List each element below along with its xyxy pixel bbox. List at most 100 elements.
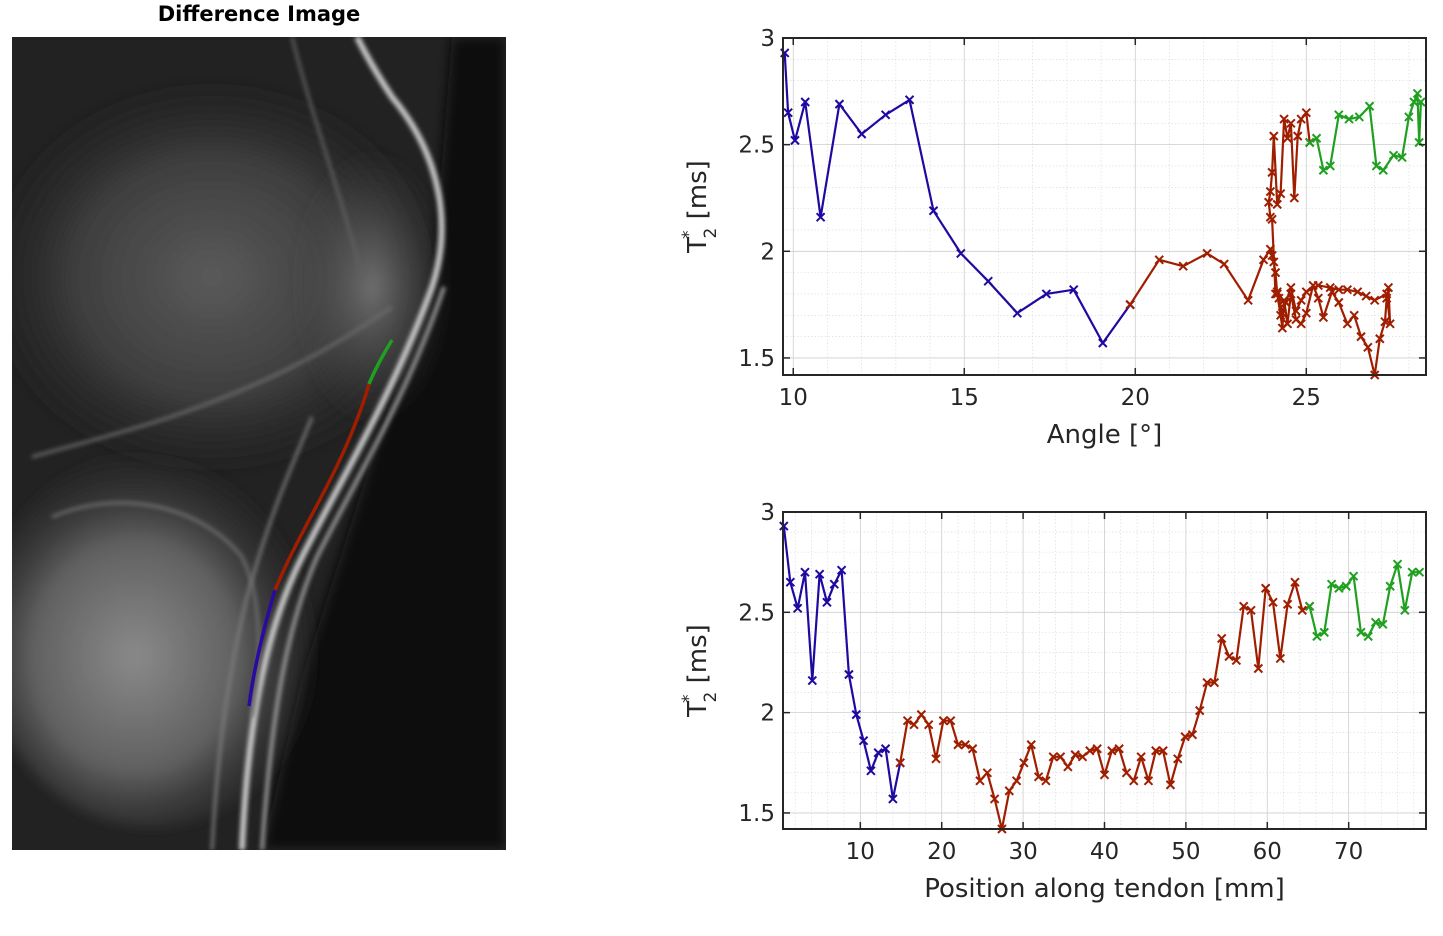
data-point [1356,331,1366,342]
data-point [1265,212,1276,222]
data-point [1258,255,1269,265]
data-point [1305,137,1315,148]
data-point [1304,601,1315,612]
data-point [1312,631,1322,642]
data-point [1265,244,1276,254]
data-point [1224,651,1234,662]
data-point [1275,653,1286,664]
data-point [1143,776,1154,786]
data-point [1267,250,1277,261]
data-point [1092,744,1102,754]
series-line [1308,563,1420,638]
data-point [1416,97,1426,107]
data-point [1363,631,1373,642]
y-tick-label: 3 [760,26,775,52]
data-point [1231,655,1242,666]
data-point [822,597,832,607]
data-point [1344,114,1354,124]
data-point [1070,750,1080,760]
data-point [916,709,927,720]
data-point [800,567,810,577]
data-point [1354,112,1365,122]
x-tick-label: 15 [950,385,979,411]
data-point [1012,308,1022,318]
data-point [1286,118,1296,129]
data-point [1282,133,1293,143]
data-point [945,715,956,726]
data-point [1409,97,1419,107]
x-tick-label: 10 [846,839,875,865]
data-point [1114,744,1124,754]
data-point [1019,758,1029,768]
data-point [1407,567,1417,577]
data-point [1296,319,1306,329]
tendon-path-red [273,383,371,591]
data-point [866,766,876,776]
data-point [1383,282,1394,293]
data-point [807,675,818,686]
data-point [844,669,854,680]
tendon-path-green [367,339,394,385]
series-2 [1304,559,1425,642]
data-point [1342,319,1353,329]
data-point [1277,308,1288,318]
data-point [1077,752,1088,762]
data-point [1325,282,1335,293]
y-tick-label: 2 [760,239,775,265]
tendon-path-blue [247,589,277,707]
data-point [1392,559,1403,569]
data-point [1272,199,1282,210]
data-point [836,565,847,575]
data-point [1151,746,1161,756]
data-point [1381,289,1392,299]
data-point [851,709,861,720]
data-point [1293,131,1303,141]
data-point [1385,581,1395,591]
data-point [1341,581,1351,591]
data-point [1270,267,1281,278]
y-tick-label: 2 [760,701,775,727]
data-point [1269,257,1279,267]
data-point [1136,752,1146,762]
y-tick-label: 1.5 [738,346,775,372]
grid [783,37,1426,375]
y-tick-label: 3 [760,500,775,526]
data-point [1291,306,1301,316]
x-axis-label: Position along tendon [mm] [924,874,1285,904]
data-point [1270,289,1281,299]
series-1 [895,577,1315,834]
data-point [1099,770,1110,780]
data-point [1195,705,1205,716]
data-point [1371,161,1382,171]
data-point [1414,567,1425,577]
data-point [1121,768,1132,778]
data-point [1311,133,1322,143]
data-point [1325,161,1335,171]
t2-vs-position-chart: 10 20 30 40 50 60 70 1.5 2 2.5 3 Position along ten… [679,500,1427,904]
data-point [923,719,934,730]
data-point [909,719,919,730]
x-tick-label: 25 [1292,385,1321,411]
data-point [856,129,867,139]
data-point [975,776,985,786]
data-point [1279,114,1289,124]
data-point [1055,752,1066,762]
data-point [790,135,800,146]
x-axis-label: Angle [°] [1047,420,1163,450]
data-point [1301,308,1312,318]
data-point [1267,167,1277,178]
data-point [1286,282,1296,293]
data-point [814,569,825,579]
data-point [1263,197,1274,207]
data-point [1011,776,1022,786]
data-point [1238,601,1249,612]
data-point [1297,605,1307,616]
data-point [1187,729,1198,740]
data-point [1364,101,1375,111]
data-point [1400,605,1410,616]
data-point [1282,599,1293,609]
data-point [1380,316,1390,327]
data-point [1178,261,1188,271]
axes-box [782,37,1427,376]
data-point [1318,312,1329,323]
